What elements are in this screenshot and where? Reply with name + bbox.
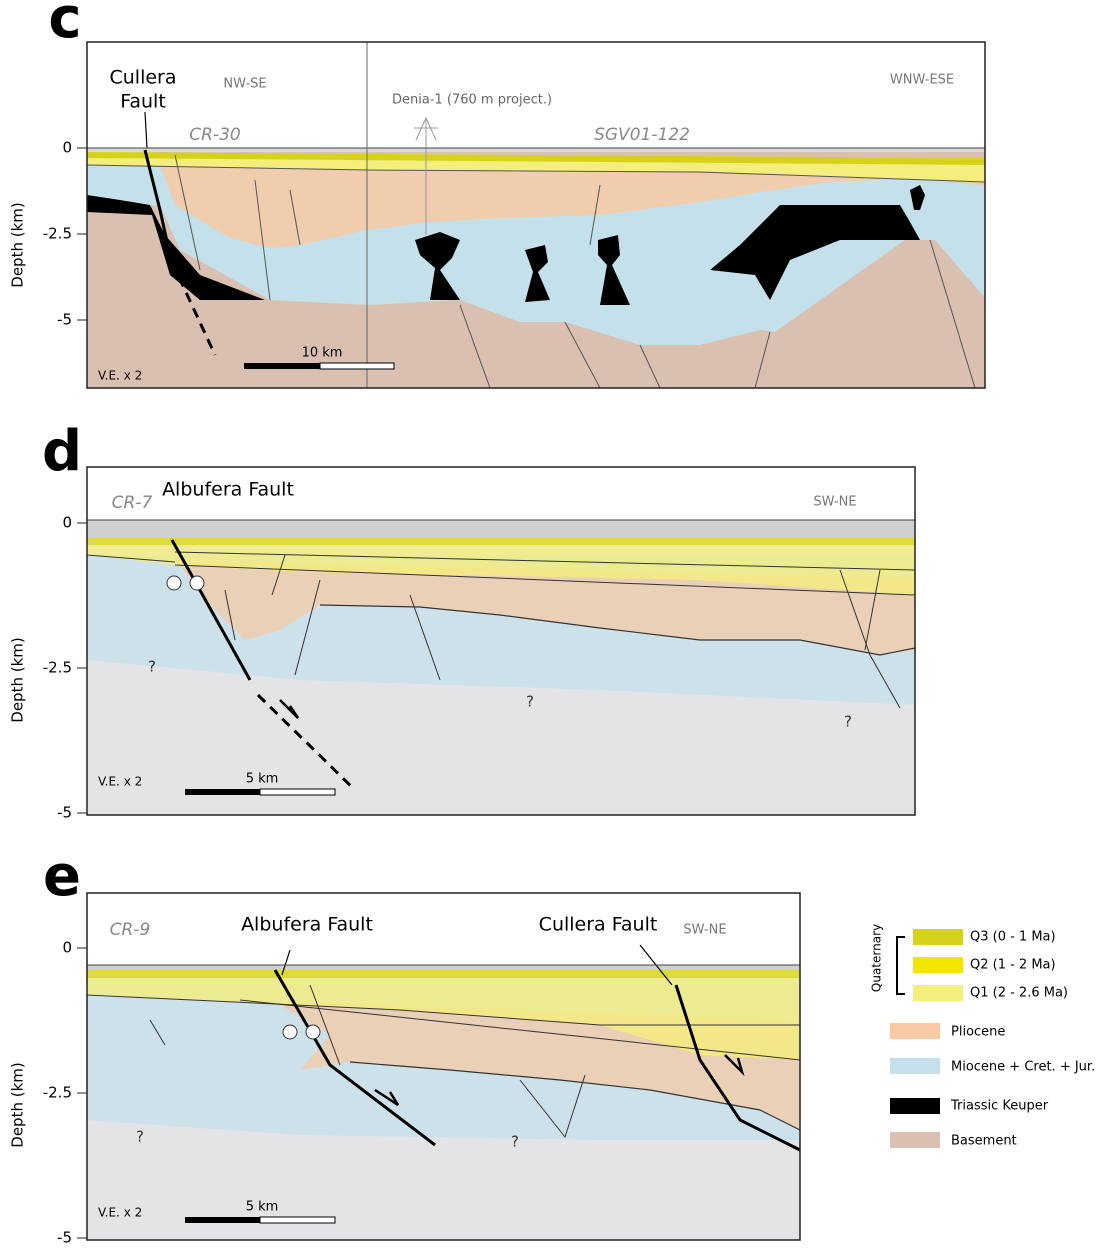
ve-label: V.E. x 2 [98,1206,142,1220]
geologic-unit [87,148,985,152]
section-label: NW-SE [223,77,266,92]
scale-bar-label: 5 km [246,772,279,787]
geologic-unit [87,965,800,970]
legend-label: Pliocene [951,1025,1005,1040]
scale-bar-label: 10 km [302,346,343,361]
legend-swatch [913,957,963,973]
slip-symbol [306,1025,320,1039]
panel-letter: d [42,419,82,484]
legend-group-label: Quaternary [870,924,884,992]
section-label: ? [136,1128,144,1146]
legend-label: Triassic Keuper [950,1099,1049,1114]
depth-tick-label: 0 [62,939,72,957]
axis-label: Depth (km) [9,1062,27,1147]
section-label: Fault [120,91,166,113]
legend-bracket [897,937,905,994]
legend: Quaternary Q3 (0 - 1 Ma) Q2 (1 - 2 Ma) Q1 (… [870,924,1096,1149]
section-label: SW-NE [813,495,856,510]
section-label: SW-NE [683,923,726,938]
scale-bar-white [260,789,335,795]
section-label: CR-30 [189,125,240,145]
section-label: CR-9 [110,920,151,940]
legend-swatch [913,929,963,945]
legend-label: Q2 (1 - 2 Ma) [970,958,1056,973]
depth-tick-label: -5 [57,1229,72,1246]
panel-letter: c [48,0,81,51]
legend-label: Q3 (0 - 1 Ma) [970,930,1056,945]
legend-swatch [890,1098,940,1114]
legend-swatch [913,985,963,1001]
legend-swatch [890,1058,940,1074]
panel: e Depth (km) 0 -2.5 -5 CR-9 Albufera Fault Cull… [9,844,801,1245]
section-label: Cullera Fault [539,914,658,936]
section-label: ? [511,1133,519,1151]
depth-tick-label: 0 [62,139,72,157]
legend-label: Q1 (2 - 2.6 Ma) [970,986,1068,1001]
slip-symbol [167,576,181,590]
section-label: Denia-1 (760 m project.) [392,93,552,108]
depth-tick-label: -5 [57,311,72,329]
panel-letter: e [43,844,81,909]
legend-label: Basement [951,1134,1017,1149]
legend-swatch [890,1132,940,1148]
section-label: Albufera Fault [162,479,294,501]
geologic-unit [87,520,915,538]
section-label: WNW-ESE [890,73,954,88]
depth-tick-label: 0 [62,514,72,532]
legend-swatch [890,1023,940,1039]
section-label: SGV01-122 [594,125,690,145]
section-label: Cullera [109,67,176,89]
legend-label: Miocene + Cret. + Jur. [951,1060,1095,1075]
section-label: ? [844,713,852,731]
depth-tick-label: -5 [57,804,72,822]
ve-label: V.E. x 2 [98,369,142,383]
axis-label: Depth (km) [9,637,27,722]
slip-symbol [190,576,204,590]
scale-bar-white [320,363,394,369]
depth-tick-label: -2.5 [43,1084,72,1102]
axis-label: Depth (km) [9,202,27,287]
scale-bar-black [185,789,260,795]
section-label: ? [148,658,156,676]
depth-tick-label: -2.5 [43,659,72,677]
section-label: Albufera Fault [241,914,373,936]
scale-bar-label: 5 km [246,1200,279,1215]
geologic-unit [87,538,915,545]
section-label: ? [526,693,534,711]
scale-bar-black [244,363,320,369]
depth-tick-label: -2.5 [43,225,72,243]
scale-bar-white [260,1217,335,1223]
slip-symbol [283,1025,297,1039]
figure: c Depth (km) 0 -2.5 -5 CulleraFault NW-SE CR-30… [0,0,1107,1245]
scale-bar-black [185,1217,260,1223]
panel: d Depth (km) 0 -2.5 -5 CR-7 Albufera Fault SW-N… [9,419,916,821]
ve-label: V.E. x 2 [98,775,142,789]
section-label: CR-7 [112,493,153,513]
